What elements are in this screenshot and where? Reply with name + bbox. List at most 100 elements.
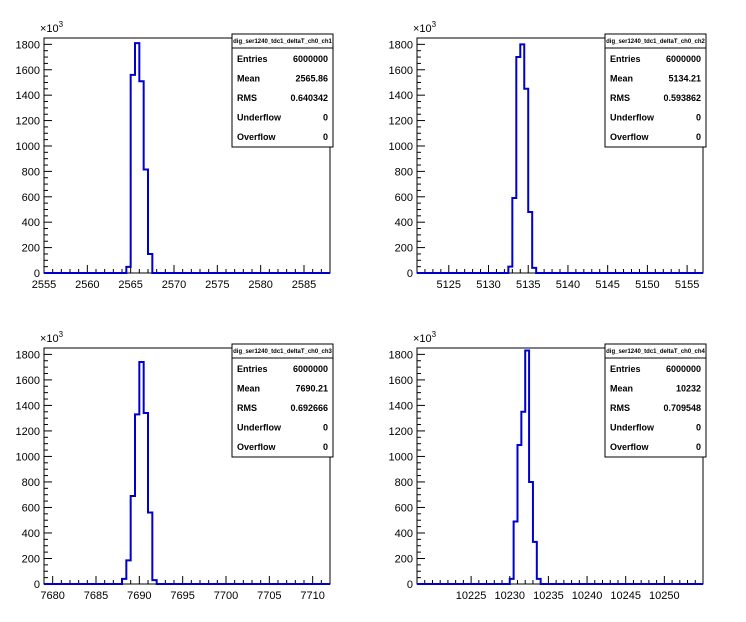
stats-value: 0.593862 <box>663 93 701 103</box>
histogram-bin <box>126 267 130 273</box>
histogram-bin <box>517 445 521 584</box>
x-tick-label: 5130 <box>476 279 500 291</box>
x-tick-label: 2560 <box>75 279 99 291</box>
stats-label: Overflow <box>610 442 650 452</box>
y-tick-label: 1400 <box>16 90 40 102</box>
x-tick-label: 2575 <box>205 279 229 291</box>
histogram-outline <box>44 361 330 585</box>
y-tick-label: 1000 <box>16 451 40 463</box>
y-tick-label: 0 <box>34 579 40 591</box>
histogram-bin <box>144 413 148 584</box>
x-tick-label: 7685 <box>84 590 108 602</box>
histogram-bin <box>152 580 156 584</box>
stats-label: Underflow <box>237 423 282 433</box>
stats-value: 0 <box>323 132 328 142</box>
histogram-bin <box>524 89 528 273</box>
x-tick-label: 7680 <box>40 590 64 602</box>
y-tick-label: 1800 <box>16 349 40 361</box>
x-tick-label: 5140 <box>556 279 580 291</box>
histogram-bin <box>533 542 537 584</box>
stats-value: 0 <box>696 442 701 452</box>
y-axis-multiplier-base: ×10 <box>40 333 59 345</box>
y-tick-label: 200 <box>395 243 413 255</box>
y-tick-label: 600 <box>395 502 413 514</box>
y-tick-label: 1000 <box>389 451 413 463</box>
stats-label: Mean <box>237 384 260 394</box>
histogram-bin <box>144 169 148 273</box>
y-tick-label: 0 <box>34 268 40 280</box>
histogram-bin <box>529 482 533 584</box>
histogram-bin <box>520 44 524 273</box>
y-tick-label: 1000 <box>389 141 413 153</box>
stats-label: RMS <box>610 93 630 103</box>
x-tick-label: 5150 <box>635 279 659 291</box>
y-axis-multiplier: ×103 <box>40 20 64 35</box>
x-tick-label: 2570 <box>162 279 186 291</box>
stats-value: 0 <box>696 132 701 142</box>
stats-label: RMS <box>610 403 630 413</box>
y-axis-multiplier: ×103 <box>413 330 437 345</box>
y-axis-multiplier-exponent: 3 <box>59 20 64 29</box>
y-axis-multiplier-exponent: 3 <box>432 330 437 339</box>
stats-label: Entries <box>237 364 268 374</box>
x-tick-label: 5125 <box>437 279 461 291</box>
stats-label: Mean <box>237 74 260 84</box>
stats-value: 5134.21 <box>668 74 701 84</box>
histogram-outline <box>44 42 330 274</box>
y-tick-label: 400 <box>395 528 413 540</box>
histogram-bin <box>510 579 514 584</box>
histogram-bin <box>508 267 512 273</box>
x-tick-label: 5155 <box>675 279 699 291</box>
stats-value: 0 <box>696 113 701 123</box>
stats-box <box>231 343 334 458</box>
stats-box <box>231 33 334 148</box>
histogram-pad-3: 0 200 400 600 800 1000 1200 1400 1600 1800 7680 768… <box>16 330 334 602</box>
y-tick-label: 1600 <box>16 375 40 387</box>
x-tick-label: 10240 <box>572 590 603 602</box>
stats-box <box>604 33 707 148</box>
y-axis-multiplier-exponent: 3 <box>432 20 437 29</box>
histogram-bin <box>512 198 516 273</box>
histogram-bin <box>532 268 536 273</box>
y-tick-label: 400 <box>22 217 40 229</box>
stats-value: 0 <box>323 113 328 123</box>
x-tick-label: 5145 <box>595 279 619 291</box>
x-tick-label: 5135 <box>516 279 540 291</box>
y-tick-label: 1200 <box>16 426 40 438</box>
y-tick-label: 1800 <box>389 39 413 51</box>
stats-label: Entries <box>237 54 268 64</box>
x-tick-label: 7700 <box>214 590 238 602</box>
y-axis-multiplier-base: ×10 <box>413 333 432 345</box>
histogram-outline <box>417 43 703 274</box>
stats-label: Underflow <box>610 113 655 123</box>
histogram-bin <box>148 254 152 273</box>
y-tick-label: 200 <box>395 553 413 565</box>
y-tick-label: 800 <box>395 477 413 489</box>
stats-value: 7690.21 <box>295 384 328 394</box>
histogram-bin <box>139 362 143 584</box>
histogram-bin <box>131 496 135 584</box>
y-tick-label: 1200 <box>389 426 413 438</box>
histogram-bin <box>135 43 139 273</box>
y-tick-label: 1400 <box>389 90 413 102</box>
x-tick-label: 2555 <box>32 279 56 291</box>
y-tick-label: 1000 <box>16 141 40 153</box>
histogram-outline <box>417 349 703 585</box>
y-tick-label: 800 <box>22 166 40 178</box>
histogram-bin <box>516 57 520 273</box>
stats-label: Overflow <box>237 132 277 142</box>
y-axis-multiplier: ×103 <box>413 20 437 35</box>
stats-value: 6000000 <box>293 364 328 374</box>
y-tick-label: 1200 <box>389 116 413 128</box>
x-tick-label: 2580 <box>248 279 272 291</box>
stats-value: 0 <box>696 423 701 433</box>
histogram-bin <box>528 212 532 273</box>
stats-value: 0.709548 <box>663 403 701 413</box>
x-tick-label: 2565 <box>118 279 142 291</box>
stats-label: Overflow <box>610 132 650 142</box>
y-tick-label: 600 <box>395 192 413 204</box>
y-axis-multiplier: ×103 <box>40 330 64 345</box>
y-tick-label: 1800 <box>16 39 40 51</box>
x-tick-label: 7690 <box>127 590 151 602</box>
